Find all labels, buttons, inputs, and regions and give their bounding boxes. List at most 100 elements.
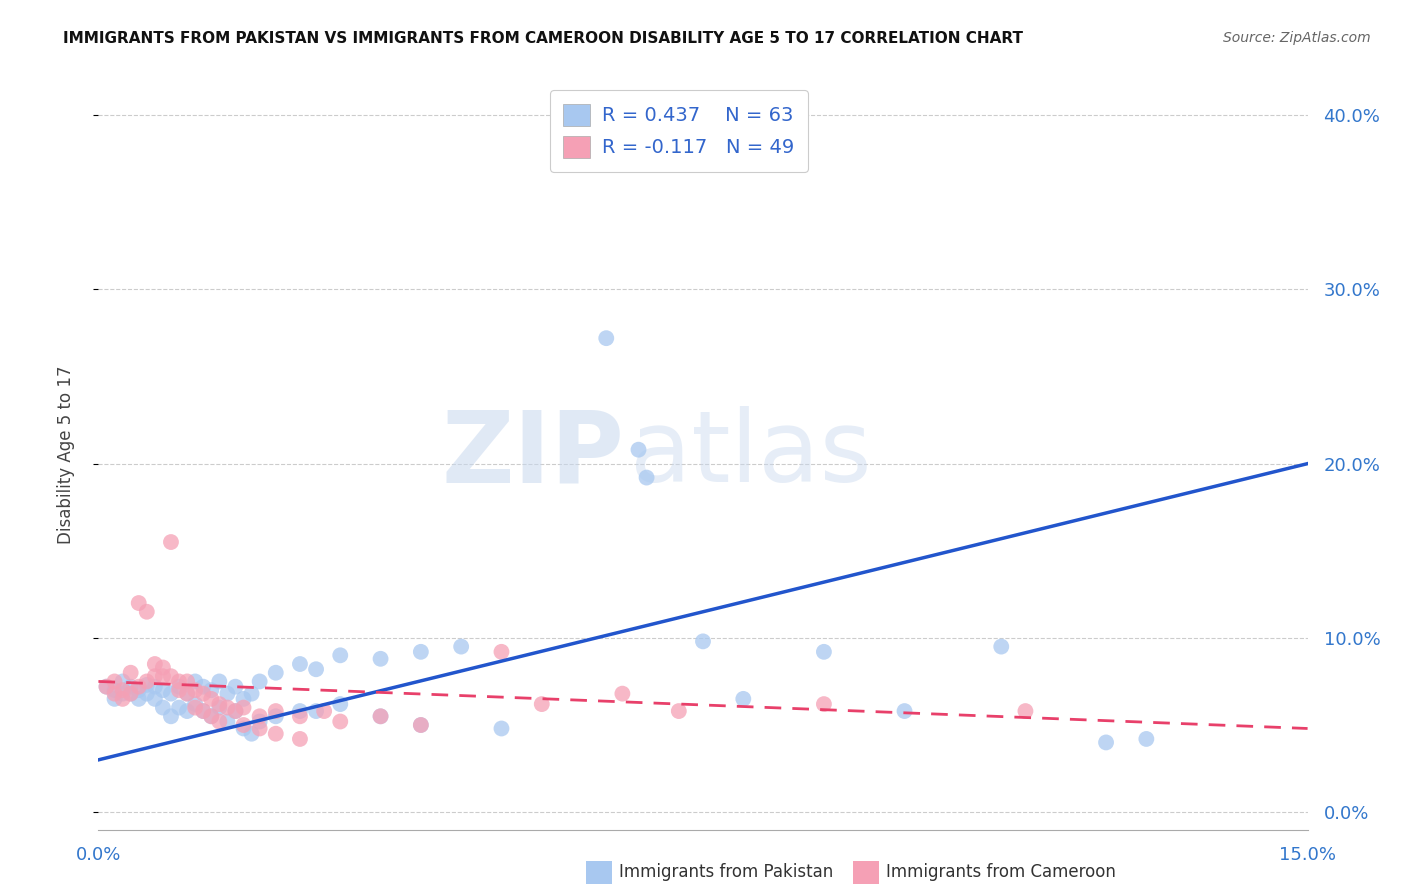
Point	[370, 709, 392, 723]
Point	[491, 645, 513, 659]
Point	[152, 669, 174, 683]
Point	[184, 700, 207, 714]
Point	[103, 674, 125, 689]
Point	[120, 687, 142, 701]
Point	[232, 722, 254, 736]
Point	[264, 727, 287, 741]
Point	[249, 722, 271, 736]
Point	[1014, 704, 1036, 718]
Point	[288, 709, 311, 723]
Point	[152, 700, 174, 714]
Point	[288, 731, 311, 746]
Point	[264, 665, 287, 680]
Point	[329, 648, 352, 663]
Point	[184, 683, 207, 698]
Point	[143, 669, 166, 683]
Point	[409, 718, 432, 732]
Point	[160, 669, 183, 683]
Point	[1135, 731, 1157, 746]
Point	[176, 674, 198, 689]
Point	[193, 680, 215, 694]
Point	[143, 691, 166, 706]
Point	[249, 714, 271, 729]
Point	[636, 470, 658, 484]
Point	[893, 704, 915, 718]
Point	[409, 718, 432, 732]
Point	[120, 665, 142, 680]
Point	[370, 709, 392, 723]
Point	[733, 691, 755, 706]
Point	[160, 687, 183, 701]
Point	[491, 722, 513, 736]
Text: Immigrants from Cameroon: Immigrants from Cameroon	[886, 863, 1115, 881]
Point	[288, 704, 311, 718]
Point	[167, 680, 190, 694]
Point	[120, 680, 142, 694]
Point	[288, 657, 311, 671]
Point	[135, 687, 157, 701]
Point	[314, 704, 336, 718]
Point	[135, 605, 157, 619]
Point	[232, 700, 254, 714]
Point	[167, 683, 190, 698]
Point	[128, 680, 150, 694]
Text: atlas: atlas	[630, 407, 872, 503]
Point	[240, 727, 263, 741]
Point	[128, 596, 150, 610]
Point	[152, 683, 174, 698]
Point	[990, 640, 1012, 654]
Point	[208, 697, 231, 711]
Point	[143, 680, 166, 694]
Point	[217, 714, 239, 729]
Point	[200, 709, 222, 723]
Point	[249, 674, 271, 689]
Point	[135, 678, 157, 692]
Point	[111, 674, 134, 689]
Point	[217, 700, 239, 714]
Point	[120, 687, 142, 701]
Y-axis label: Disability Age 5 to 17: Disability Age 5 to 17	[56, 366, 75, 544]
Point	[208, 714, 231, 729]
Point	[184, 697, 207, 711]
Point	[143, 657, 166, 671]
Point	[450, 640, 472, 654]
Point	[264, 709, 287, 723]
Point	[200, 709, 222, 723]
Point	[224, 704, 246, 718]
Point	[232, 718, 254, 732]
Point	[240, 687, 263, 701]
Point	[813, 697, 835, 711]
Point	[176, 704, 198, 718]
Point	[111, 687, 134, 701]
Point	[193, 687, 215, 701]
Point	[176, 687, 198, 701]
Point	[167, 674, 190, 689]
Point	[111, 691, 134, 706]
Point	[329, 697, 352, 711]
Point	[160, 535, 183, 549]
Point	[96, 680, 118, 694]
Point	[200, 691, 222, 706]
Point	[96, 680, 118, 694]
Point	[627, 442, 650, 457]
Point	[224, 704, 246, 718]
Point	[152, 660, 174, 674]
Legend: R = 0.437    N = 63, R = -0.117   N = 49: R = 0.437 N = 63, R = -0.117 N = 49	[550, 90, 808, 172]
Point	[135, 674, 157, 689]
Point	[193, 704, 215, 718]
Text: Source: ZipAtlas.com: Source: ZipAtlas.com	[1223, 31, 1371, 45]
Point	[232, 691, 254, 706]
Point	[128, 691, 150, 706]
Point	[595, 331, 617, 345]
Point	[370, 652, 392, 666]
Point	[329, 714, 352, 729]
Point	[193, 704, 215, 718]
Point	[813, 645, 835, 659]
Point	[249, 709, 271, 723]
Text: Immigrants from Pakistan: Immigrants from Pakistan	[619, 863, 832, 881]
Point	[208, 674, 231, 689]
Point	[692, 634, 714, 648]
Text: ZIP: ZIP	[441, 407, 624, 503]
Point	[200, 683, 222, 698]
Point	[224, 680, 246, 694]
